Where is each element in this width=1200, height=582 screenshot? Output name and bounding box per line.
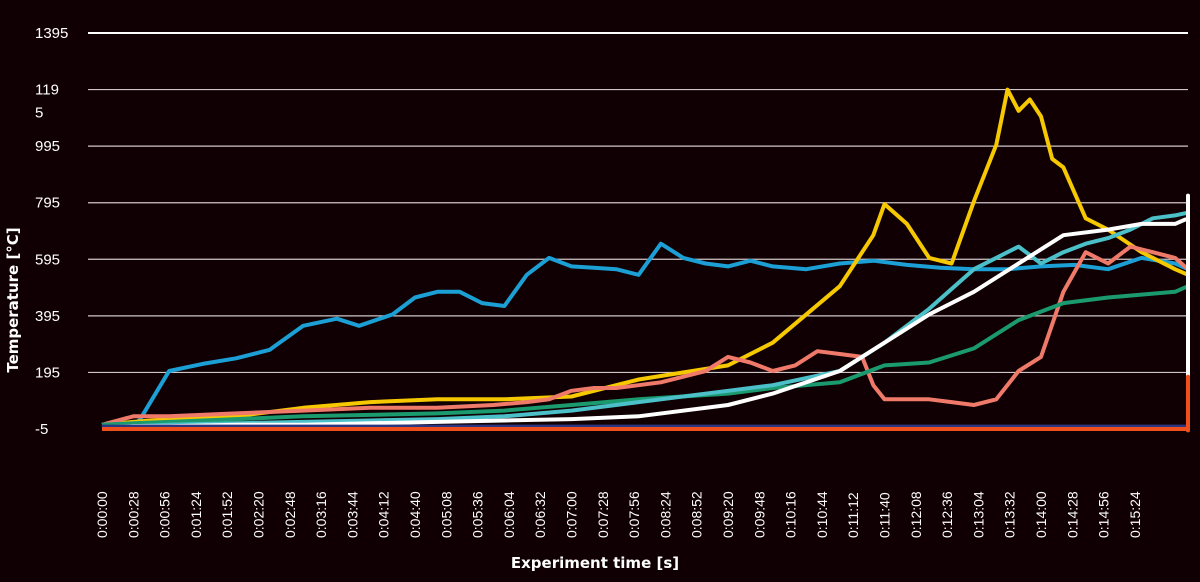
x-tick-label: 0:03:16 bbox=[313, 491, 329, 538]
x-tick-label: 0:07:56 bbox=[626, 491, 642, 538]
y-axis-title: Temperature [°C] bbox=[4, 227, 22, 372]
x-tick-label: 0:10:44 bbox=[814, 491, 830, 538]
x-tick-label: 0:05:08 bbox=[438, 491, 454, 538]
y-tick-label: -5 bbox=[35, 421, 48, 438]
x-tick-label: 0:09:20 bbox=[720, 491, 736, 538]
x-tick-label: 0:08:52 bbox=[689, 491, 705, 538]
x-tick-label: 0:10:16 bbox=[783, 491, 799, 538]
x-tick-label: 0:11:12 bbox=[845, 492, 861, 538]
x-tick-label: 0:07:00 bbox=[564, 491, 580, 538]
x-tick-label: 0:04:40 bbox=[407, 491, 423, 538]
x-tick-label: 0:04:12 bbox=[376, 491, 392, 538]
x-tick-label: 0:00:56 bbox=[157, 491, 173, 538]
series-lines bbox=[101, 87, 1190, 433]
y-tick-label: 795 bbox=[35, 195, 60, 212]
x-tick-label: 0:08:24 bbox=[657, 491, 673, 538]
x-tick-label: 0:01:52 bbox=[219, 491, 235, 538]
x-tick-label: 0:14:28 bbox=[1064, 491, 1080, 538]
y-tick-label: 995 bbox=[35, 138, 60, 155]
x-tick-label: 0:12:36 bbox=[939, 491, 955, 538]
y-axis-ticks: 1395 119 5 995 795 595 395 195 -5 bbox=[35, 25, 68, 438]
x-tick-label: 0:15:24 bbox=[1127, 491, 1143, 538]
x-tick-label: 0:13:04 bbox=[970, 491, 986, 538]
series-line bbox=[101, 210, 1190, 430]
x-tick-label: 0:06:04 bbox=[501, 491, 517, 538]
x-tick-label: 0:13:32 bbox=[1002, 491, 1018, 538]
x-tick-label: 0:14:00 bbox=[1033, 491, 1049, 538]
x-tick-label: 0:12:08 bbox=[908, 491, 924, 538]
y-tick-label: 595 bbox=[35, 251, 60, 268]
x-axis-ticks: 0:00:00 0:00:28 0:00:56 0:01:24 0:01:52 0:02:… bbox=[94, 491, 1143, 538]
series-line bbox=[102, 374, 1190, 433]
series-line bbox=[101, 193, 1190, 430]
gridlines bbox=[88, 32, 1188, 374]
x-tick-label: 0:03:44 bbox=[344, 491, 360, 538]
x-tick-label: 0:06:32 bbox=[532, 491, 548, 538]
x-tick-label: 0:05:36 bbox=[470, 491, 486, 538]
y-tick-label: 119 5 bbox=[35, 82, 59, 122]
x-tick-label: 0:01:24 bbox=[188, 491, 204, 538]
x-axis-title: Experiment time [s] bbox=[511, 554, 679, 572]
x-tick-label: 0:00:28 bbox=[125, 491, 141, 538]
y-tick-label: 395 bbox=[35, 308, 60, 325]
x-tick-label: 0:02:20 bbox=[251, 491, 267, 538]
x-tick-label: 0:11:40 bbox=[877, 492, 893, 538]
y-tick-label: 1395 bbox=[35, 25, 68, 42]
y-tick-label: 195 bbox=[35, 364, 60, 381]
x-tick-label: 0:00:00 bbox=[94, 491, 110, 538]
x-tick-label: 0:09:48 bbox=[751, 491, 767, 538]
x-tick-label: 0:07:28 bbox=[595, 491, 611, 538]
x-tick-label: 0:14:56 bbox=[1096, 491, 1112, 538]
x-tick-label: 0:02:48 bbox=[282, 491, 298, 538]
